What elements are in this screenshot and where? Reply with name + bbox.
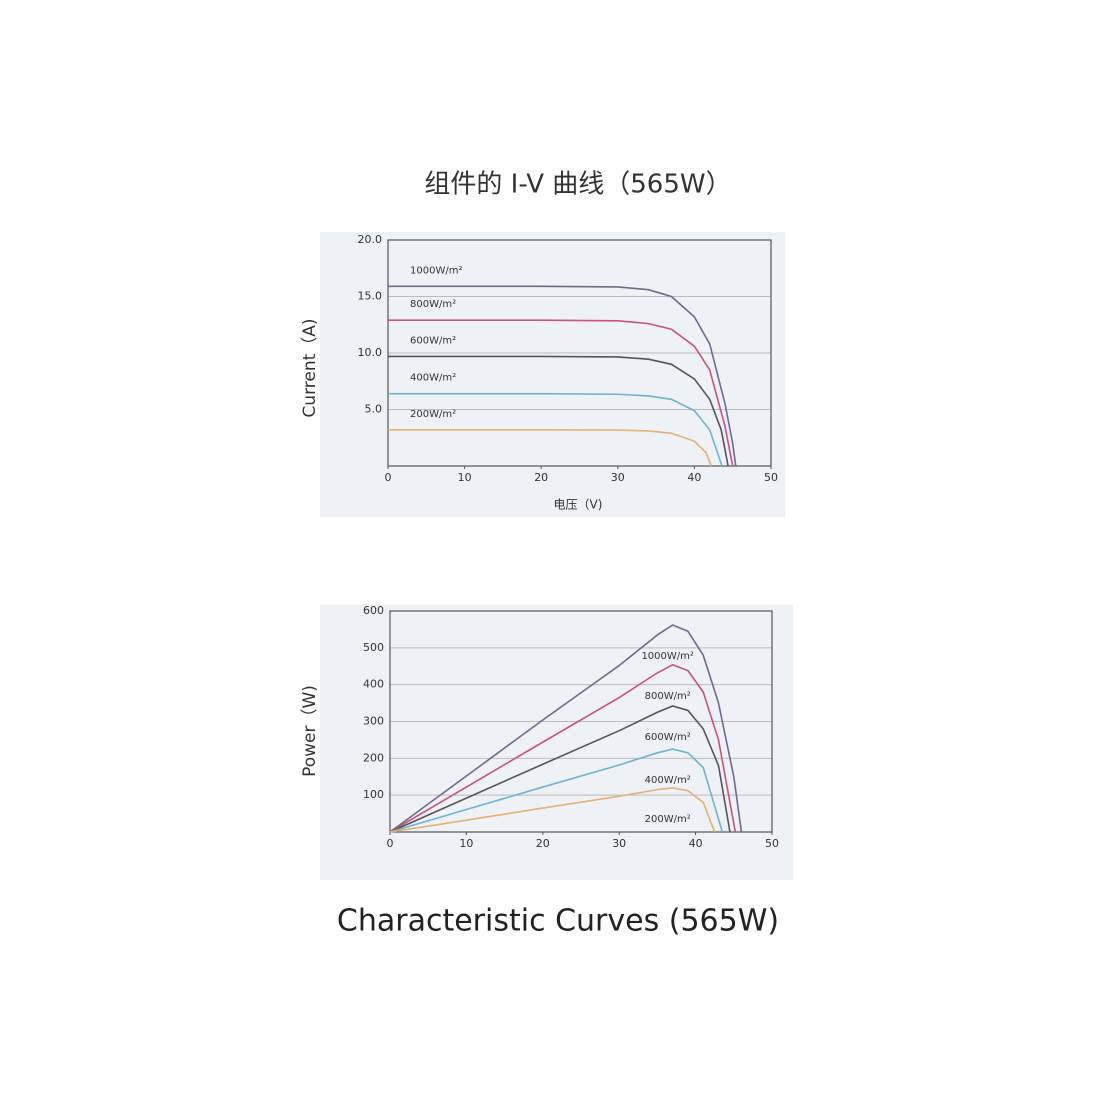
x-tick-label: 10 [458, 471, 472, 484]
series-line [389, 624, 743, 833]
x-tick-label: 40 [687, 471, 701, 484]
y-tick-label: 600 [363, 604, 384, 617]
y-tick-label: 500 [363, 641, 384, 654]
series-line [389, 663, 737, 833]
x-tick-label: 30 [612, 837, 626, 850]
series-label: 200W/m² [410, 409, 456, 420]
x-tick-label: 50 [765, 837, 779, 850]
series-line [389, 705, 731, 833]
x-tick-label: 0 [385, 471, 392, 484]
x-tick-label: 20 [534, 471, 548, 484]
x-tick-label: 0 [387, 837, 394, 850]
y-tick-label: 200 [363, 751, 384, 764]
panel [320, 232, 785, 517]
chart-title: 组件的 I-V 曲线（565W） [424, 170, 731, 200]
y-tick-label: 100 [363, 788, 384, 801]
series-line [388, 285, 737, 467]
y-tick-label: 5.0 [365, 403, 383, 416]
series-label: 400W/m² [645, 775, 691, 786]
caption: Characteristic Curves (565W) [337, 904, 779, 939]
series-label: 600W/m² [410, 335, 456, 346]
x-tick-label: 50 [764, 471, 778, 484]
y-tick-label: 300 [363, 715, 384, 728]
series-label: 1000W/m² [410, 265, 462, 276]
series-line [389, 786, 716, 833]
x-tick-label: 10 [459, 837, 473, 850]
series-line [388, 355, 729, 467]
panel [320, 605, 793, 880]
y-tick-label: 15.0 [358, 290, 383, 303]
x-tick-label: 30 [611, 471, 625, 484]
y-tick-label: 20.0 [358, 233, 383, 246]
x-tick-label: 20 [536, 837, 550, 850]
plot-frame [387, 239, 772, 467]
series-label: 1000W/m² [641, 651, 693, 662]
y-axis-label: Current（A) [300, 318, 320, 417]
series-label: 800W/m² [645, 691, 691, 702]
series-label: 400W/m² [410, 373, 456, 384]
y-tick-label: 10.0 [358, 346, 383, 359]
series-label: 800W/m² [410, 299, 456, 310]
series-label: 200W/m² [645, 814, 691, 825]
plot-frame [389, 610, 773, 833]
x-tick-label: 40 [689, 837, 703, 850]
series-line [388, 429, 712, 467]
series-line [389, 748, 724, 833]
y-tick-label: 400 [363, 678, 384, 691]
series-line [388, 319, 734, 467]
series-label: 600W/m² [645, 732, 691, 743]
series-line [388, 392, 723, 467]
x-axis-label: 电压（V) [554, 498, 603, 512]
y-axis-label: Power（W) [300, 685, 320, 777]
